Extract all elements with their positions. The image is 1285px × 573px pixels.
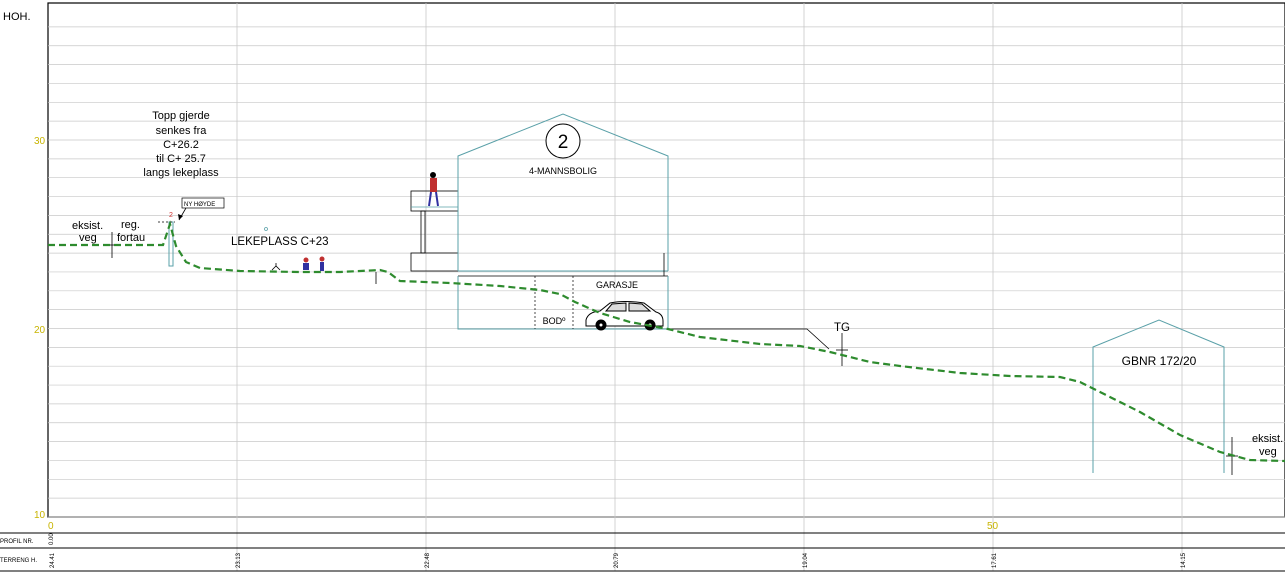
terrain-height-value: 19.04 (803, 552, 809, 568)
left-road-label-2: veg (79, 232, 97, 244)
person-icon (428, 172, 439, 207)
y-tick-10: 10 (34, 510, 46, 521)
terrain-height-value: 23.13 (236, 552, 242, 568)
horizontal-grid (48, 26, 1285, 518)
terrain-height-value: 24.41 (50, 552, 56, 568)
drawing-frame (47, 2, 1285, 518)
table-row-profile-label: PROFIL NR. (0, 539, 34, 545)
storage-label: BODº (543, 316, 567, 326)
left-road-label-1: eksist. (72, 220, 103, 232)
svg-text:C+26.2: C+26.2 (163, 139, 199, 151)
right-road-label-1: eksist. (1252, 433, 1283, 445)
new-height-label: NY HØYDE (184, 202, 215, 208)
y-axis-label: HOH. (3, 11, 31, 23)
playground-people-icon (271, 256, 325, 271)
x-tick-0: 0 (48, 521, 54, 532)
sidewalk-label-2: fortau (117, 232, 145, 244)
svg-text:senkes fra: senkes fra (156, 125, 208, 137)
building-number-circle (545, 123, 581, 159)
profile-start-value: 0.00 (49, 533, 55, 545)
sidewalk-label-1: reg. (121, 219, 140, 231)
building-number: 2 (558, 132, 569, 153)
profile-table: PROFIL NR. TERRENG H. 0.00 24.41 23.13 22.… (0, 532, 1285, 572)
playground-label: LEKEPLASS C+23 (231, 236, 329, 248)
new-height-box (181, 197, 225, 209)
tg-marker (668, 328, 848, 366)
terrain-height-value: 20.79 (614, 552, 620, 568)
svg-text:2: 2 (169, 212, 173, 219)
terrain-height-value: 14.15 (1181, 552, 1187, 568)
building-4-mannsbolig (457, 113, 669, 330)
building-type-label: 4-MANNSBOLIG (529, 166, 597, 176)
table-row-terrain-label: TERRENG H. (0, 558, 37, 564)
terrain-height-value: 22.48 (425, 552, 431, 568)
garage-label: GARASJE (596, 280, 638, 290)
gbnr-label: GBNR 172/20 (1122, 354, 1197, 368)
car-icon (585, 301, 664, 331)
svg-text:til C+ 25.7: til C+ 25.7 (156, 153, 206, 165)
svg-text:Topp gjerde: Topp gjerde (152, 110, 210, 122)
tg-label: TG (834, 322, 850, 334)
right-road-label-2: veg (1259, 446, 1277, 458)
fence-note: Topp gjerde senkes fra C+26.2 til C+ 25.… (143, 110, 219, 179)
terrain-profile-line (48, 220, 1285, 463)
y-tick-30: 30 (34, 136, 46, 147)
terrain-height-value: 17.61 (992, 552, 998, 568)
vertical-grid (236, 3, 1183, 571)
y-tick-20: 20 (34, 325, 46, 336)
x-tick-50: 50 (987, 521, 999, 532)
svg-text:langs lekeplass: langs lekeplass (143, 167, 219, 179)
